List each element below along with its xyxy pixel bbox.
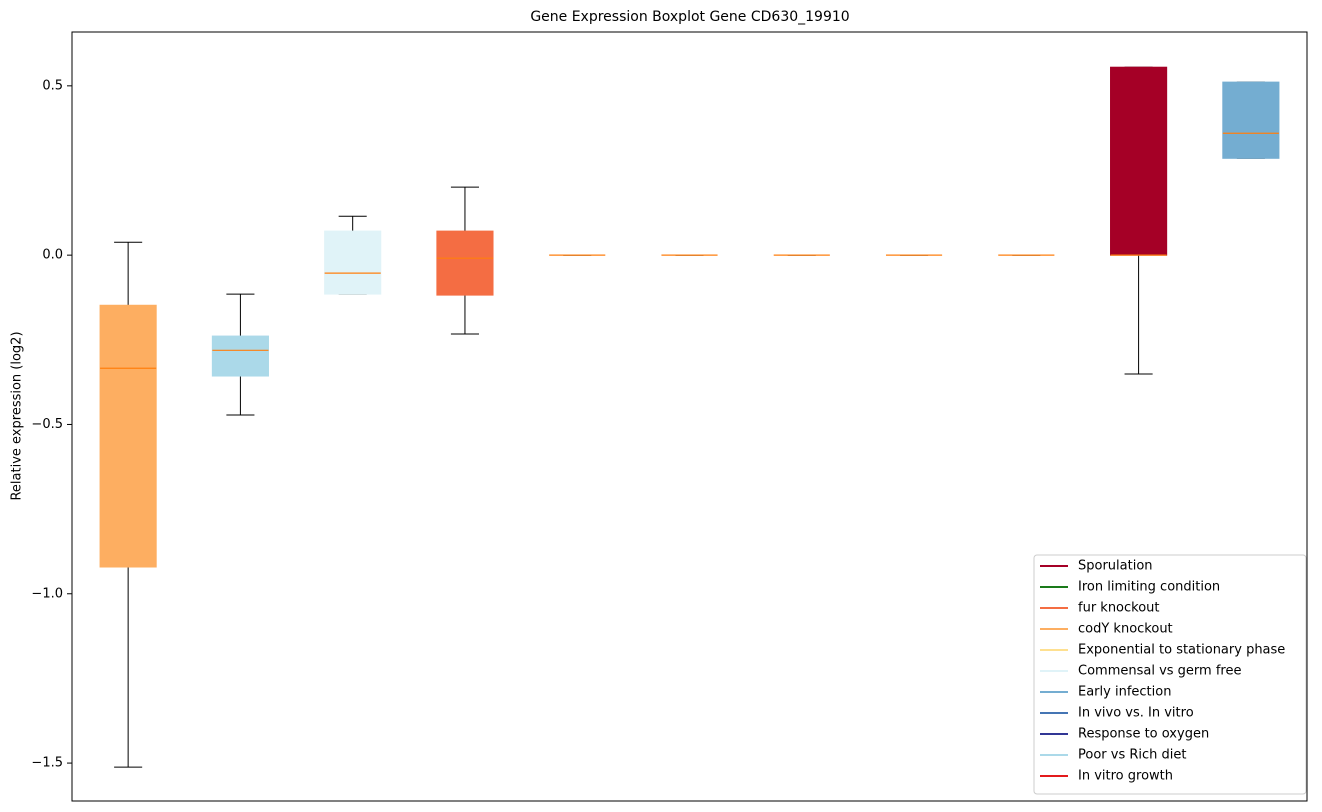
box [1222,81,1280,159]
legend-label: In vitro growth [1078,769,1173,784]
legend-label: Poor vs Rich diet [1078,748,1186,763]
chart-title: Gene Expression Boxplot Gene CD630_19910 [530,9,849,25]
box [211,335,269,377]
legend-label: Early infection [1078,685,1171,700]
legend-label: Iron limiting condition [1078,580,1220,595]
y-tick-label: −0.5 [31,417,63,432]
y-axis-label: Relative expression (log2) [10,331,25,500]
legend-frame [1033,554,1307,795]
y-tick-label: 0.5 [42,78,63,93]
y-tick-label: −1.5 [31,756,63,771]
legend-label: Commensal vs germ free [1078,664,1241,679]
box [99,304,157,568]
box [1110,66,1168,256]
y-tick-label: −1.0 [31,586,63,601]
legend-label: fur knockout [1078,601,1160,616]
legend-label: Response to oxygen [1078,727,1209,742]
legend-label: Sporulation [1078,559,1153,574]
box [436,230,494,296]
plot-frame [71,31,1308,802]
y-tick-label: 0.0 [42,248,63,263]
legend-label: In vivo vs. In vitro [1078,706,1194,721]
box [324,230,382,295]
legend-label: codY knockout [1078,622,1173,637]
legend-label: Exponential to stationary phase [1078,643,1285,658]
